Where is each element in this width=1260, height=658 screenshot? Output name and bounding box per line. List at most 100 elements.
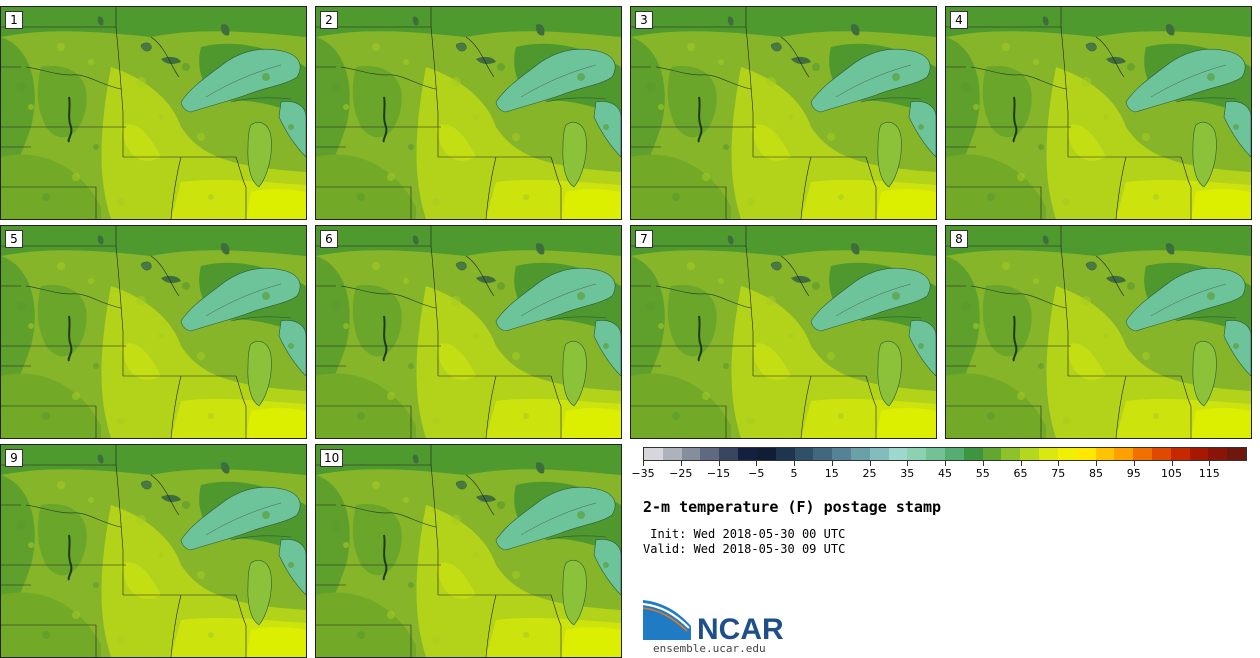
colorbar-swatch: [1095, 448, 1115, 460]
colorbar-tick: [945, 461, 946, 466]
colorbar-swatch: [662, 448, 682, 460]
panel-label: 5: [5, 230, 23, 248]
colorbar-tick-label: −35: [631, 467, 655, 480]
colorbar-swatch: [963, 448, 983, 460]
chart-title: 2-m temperature (F) postage stamp: [643, 498, 942, 516]
colorbar-swatch: [756, 448, 776, 460]
colorbar-swatch: [850, 448, 870, 460]
colorbar-swatch: [888, 448, 908, 460]
temperature-map: [316, 445, 621, 657]
colorbar-tick: [869, 461, 871, 466]
panel-label: 9: [5, 449, 23, 467]
colorbar-tick: [718, 461, 720, 466]
colorbar-swatch: [945, 448, 964, 460]
colorbar-swatch: [1020, 448, 1040, 460]
temperature-map: [946, 226, 1251, 438]
colorbar-tick: [1096, 461, 1097, 466]
map-panel-10: 10: [315, 444, 622, 658]
logo-url: ensemble.ucar.edu: [653, 642, 766, 655]
colorbar-legend: −35 −25 −15 −5 5 15 25 35 45 55 65 75 85 95 105 115: [631, 447, 1248, 487]
colorbar-tick-label: 45: [938, 467, 952, 480]
map-panel-7: 7: [630, 225, 937, 439]
panel-label: 2: [320, 11, 338, 29]
colorbar-swatch: [1001, 448, 1021, 460]
map-panel-1: 1: [0, 6, 307, 220]
map-panel-6: 6: [315, 225, 622, 439]
colorbar-tick: [794, 461, 795, 466]
colorbar-tick-label: 75: [1051, 467, 1066, 480]
panel-label: 10: [320, 449, 344, 467]
map-panel-9: 9: [0, 444, 307, 658]
colorbar-tick: [907, 461, 909, 466]
temperature-map: [1, 226, 306, 438]
temperature-map: [316, 226, 621, 438]
colorbar-swatch: [1151, 448, 1171, 460]
temperature-map: [316, 7, 621, 219]
colorbar-swatch: [1208, 448, 1228, 460]
map-panel-3: 3: [630, 6, 937, 220]
temperature-map: [631, 7, 936, 219]
colorbar-swatch: [700, 448, 720, 460]
colorbar-swatch: [907, 448, 927, 460]
colorbar-swatch: [982, 448, 1002, 460]
colorbar-tick: [982, 461, 984, 466]
colorbar-tick-label: −25: [669, 467, 693, 480]
colorbar-tick: [643, 461, 644, 466]
colorbar-swatch: [644, 448, 663, 460]
colorbar-swatch: [794, 448, 814, 460]
colorbar-tick: [1020, 461, 1022, 466]
map-panel-5: 5: [0, 225, 307, 439]
panel-label: 1: [5, 11, 23, 29]
colorbar: [643, 447, 1247, 461]
colorbar-tick-label: 85: [1089, 467, 1103, 480]
colorbar-tick-label: −5: [748, 467, 765, 480]
colorbar-swatch: [1170, 448, 1190, 460]
temperature-map: [1, 445, 306, 657]
map-panel-8: 8: [945, 225, 1252, 439]
colorbar-swatch: [813, 448, 833, 460]
panel-label: 7: [635, 230, 653, 248]
colorbar-swatch: [775, 448, 795, 460]
colorbar-tick: [1171, 461, 1173, 466]
ncar-logo: NCAR: [643, 600, 784, 643]
colorbar-swatch: [1189, 448, 1209, 460]
panel-label: 3: [635, 11, 653, 29]
colorbar-tick-label: −15: [706, 467, 731, 480]
map-panel-2: 2: [315, 6, 622, 220]
logo-text: NCAR: [697, 613, 784, 643]
colorbar-tick-label: 65: [1013, 467, 1028, 480]
colorbar-swatch: [1133, 448, 1152, 460]
colorbar-swatch: [926, 448, 945, 460]
colorbar-tick-label: 35: [900, 467, 915, 480]
map-panel-4: 4: [945, 6, 1252, 220]
colorbar-tick-label: 5: [790, 467, 798, 480]
colorbar-swatch: [869, 448, 889, 460]
colorbar-swatch: [1076, 448, 1096, 460]
temperature-map: [631, 226, 936, 438]
colorbar-tick: [1209, 461, 1211, 466]
temperature-map: [1, 7, 306, 219]
colorbar-ticks: −35 −25 −15 −5 5 15 25 35 45 55 65 75 85 95 105 115: [631, 461, 1247, 481]
colorbar-tick: [680, 461, 682, 466]
colorbar-tick: [1058, 461, 1060, 466]
colorbar-swatch: [738, 448, 757, 460]
colorbar-tick-label: 115: [1198, 467, 1220, 480]
colorbar-swatch: [832, 448, 851, 460]
colorbar-swatch: [1057, 448, 1077, 460]
colorbar-swatch: [1227, 448, 1246, 460]
temperature-map: [946, 7, 1251, 219]
colorbar-tick-label: 15: [824, 467, 839, 480]
colorbar-swatch: [719, 448, 739, 460]
panel-label: 8: [950, 230, 968, 248]
valid-time: Valid: Wed 2018-05-30 09 UTC: [643, 542, 846, 556]
colorbar-tick-label: 55: [975, 467, 990, 480]
colorbar-tick-label: 25: [862, 467, 877, 480]
colorbar-tick-label: 105: [1161, 467, 1182, 480]
colorbar-swatch: [1039, 448, 1058, 460]
panel-label: 6: [320, 230, 338, 248]
colorbar-swatch: [681, 448, 701, 460]
colorbar-tick: [756, 461, 758, 466]
colorbar-tick: [831, 461, 833, 466]
colorbar-swatch: [1114, 448, 1134, 460]
panel-label: 4: [950, 11, 968, 29]
